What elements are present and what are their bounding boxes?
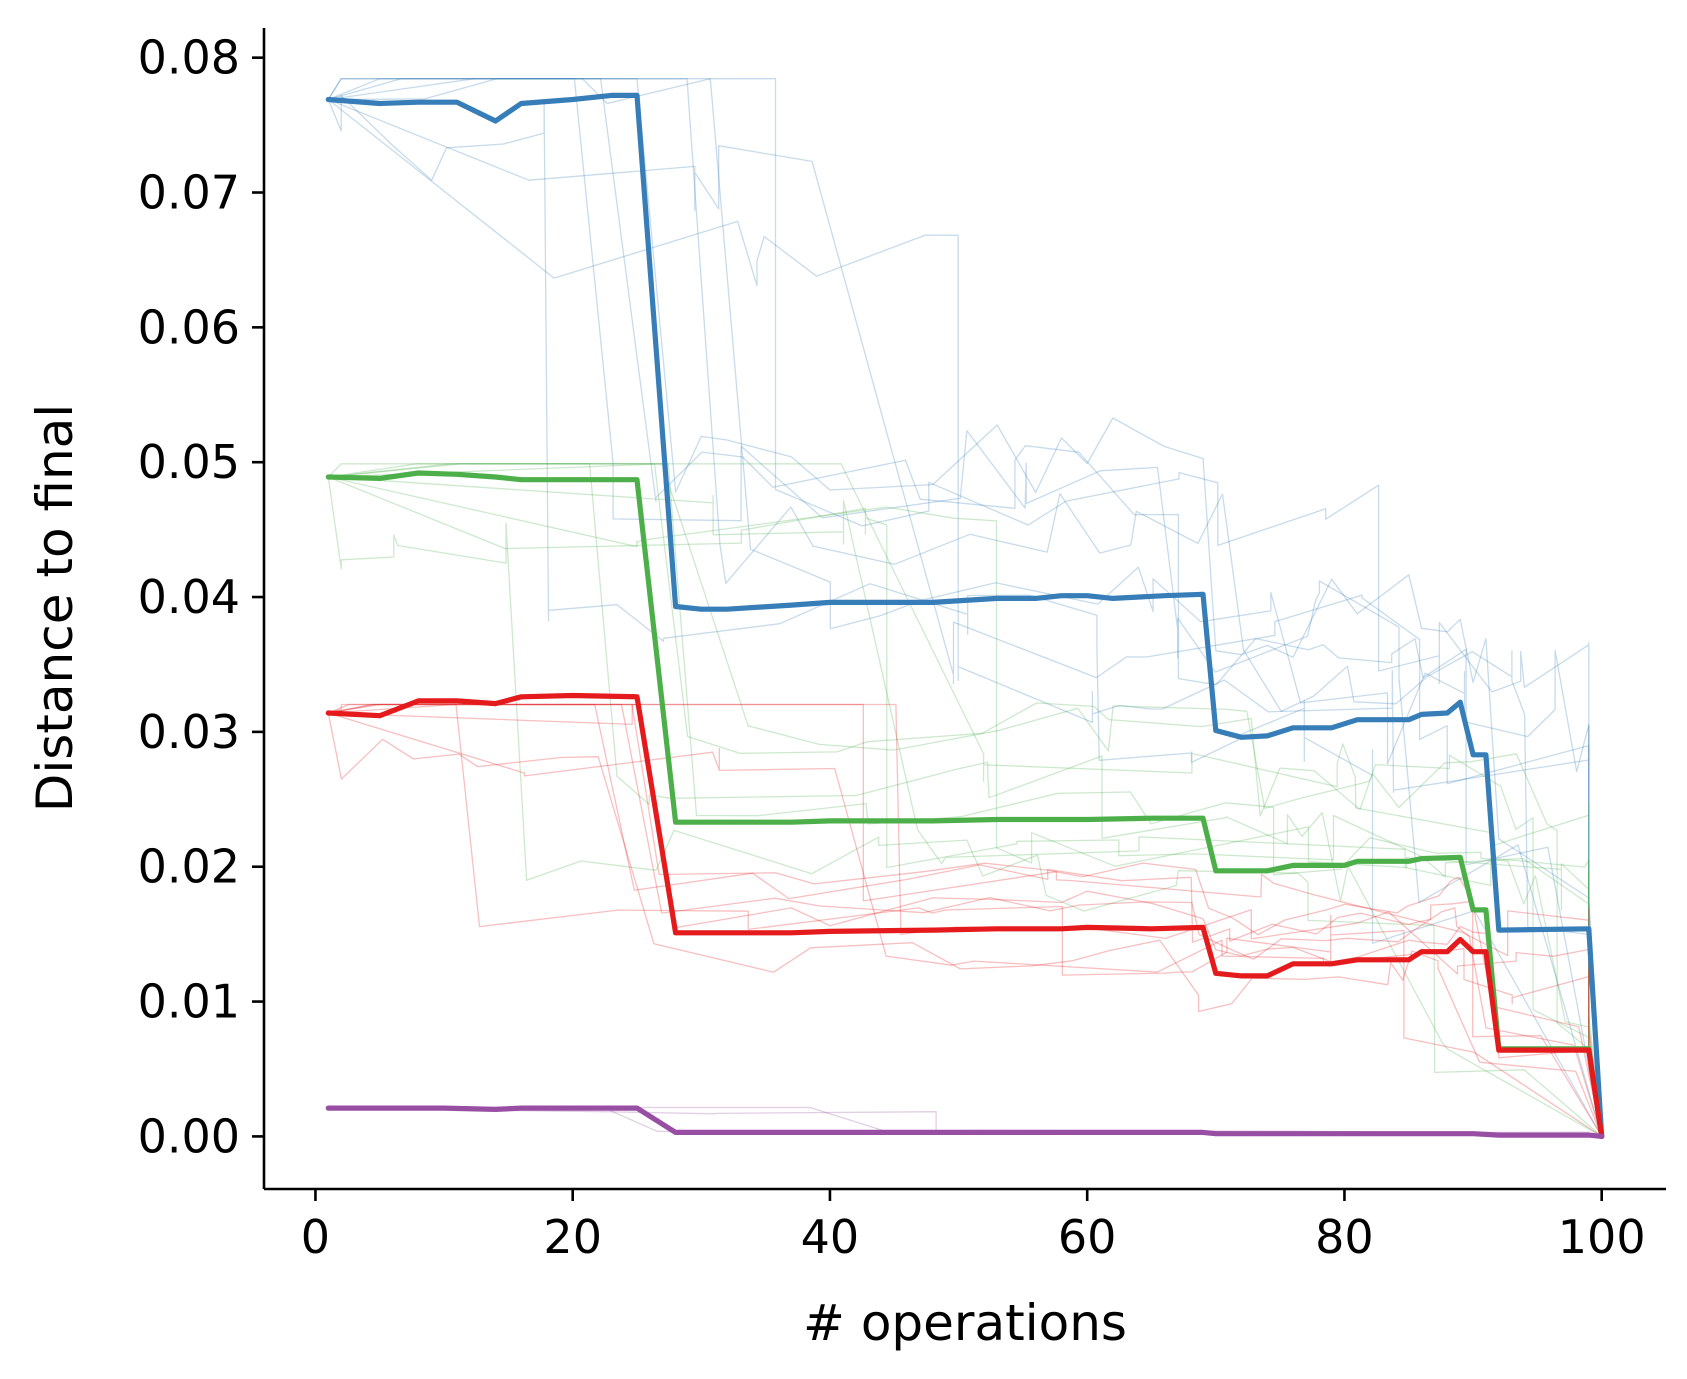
run-line-faint: [328, 703, 1603, 1137]
mean-series-lines: [325, 92, 1605, 1139]
run-line-faint: [328, 703, 1603, 1137]
y-tick-label: 0.04: [138, 570, 240, 624]
run-line-faint: [328, 463, 1603, 1137]
series-line-1: [325, 92, 1605, 1139]
axes: [262, 28, 1666, 1191]
run-line-faint: [328, 463, 1603, 1137]
run-line-faint: [327, 78, 1603, 1137]
run-line-faint: [328, 463, 1603, 1137]
x-axis-label: # operations: [803, 1294, 1127, 1352]
run-line-faint: [328, 703, 1603, 1137]
y-tick-label: 0.07: [138, 166, 240, 220]
series-line-4: [325, 1105, 1605, 1139]
y-tick-label: 0.00: [138, 1109, 240, 1163]
run-line-faint: [328, 78, 1603, 1137]
series-line-2: [325, 470, 1605, 1139]
run-line-faint: [328, 98, 1603, 1137]
x-ticks: 0 20 40 60 80 100: [301, 1189, 1646, 1264]
run-line-faint: [328, 703, 1603, 1137]
run-line-faint: [327, 98, 1603, 1137]
y-axis-label: Distance to final: [26, 404, 84, 812]
x-tick-label: 0: [301, 1210, 330, 1264]
run-line-faint: [328, 78, 1603, 1137]
run-line-faint: [327, 463, 1603, 1137]
run-line-faint: [328, 476, 1603, 1137]
run-line-faint: [328, 78, 1603, 1137]
x-tick-label: 40: [801, 1210, 860, 1264]
series-line-3: [325, 692, 1605, 1139]
run-line-faint: [328, 703, 1603, 1137]
run-line-faint: [328, 476, 1603, 1137]
run-line-faint: [328, 463, 1603, 1137]
run-line-faint: [327, 78, 1603, 1137]
y-tick-label: 0.06: [138, 300, 240, 354]
y-tick-label: 0.03: [138, 705, 240, 759]
y-tick-label: 0.05: [138, 435, 240, 489]
y-tick-label: 0.01: [138, 975, 240, 1029]
y-tick-label: 0.02: [138, 840, 240, 894]
run-line-faint: [328, 712, 1603, 1137]
run-line-faint: [328, 78, 1603, 1137]
x-tick-label: 20: [543, 1210, 602, 1264]
run-line-faint: [328, 703, 1603, 1137]
faint-run-lines: [327, 78, 1603, 1138]
x-tick-label: 80: [1315, 1210, 1374, 1264]
run-line-faint: [328, 476, 1603, 1137]
run-line-faint: [327, 476, 1603, 1137]
x-tick-label: 60: [1058, 1210, 1117, 1264]
x-tick-label: 100: [1558, 1210, 1646, 1264]
run-line-faint: [327, 94, 1603, 1137]
y-ticks: 0.00 0.01 0.02 0.03 0.04 0.05 0.06 0.07 0.08: [138, 31, 264, 1163]
y-tick-label: 0.08: [138, 31, 240, 85]
run-line-faint: [328, 703, 1603, 1137]
